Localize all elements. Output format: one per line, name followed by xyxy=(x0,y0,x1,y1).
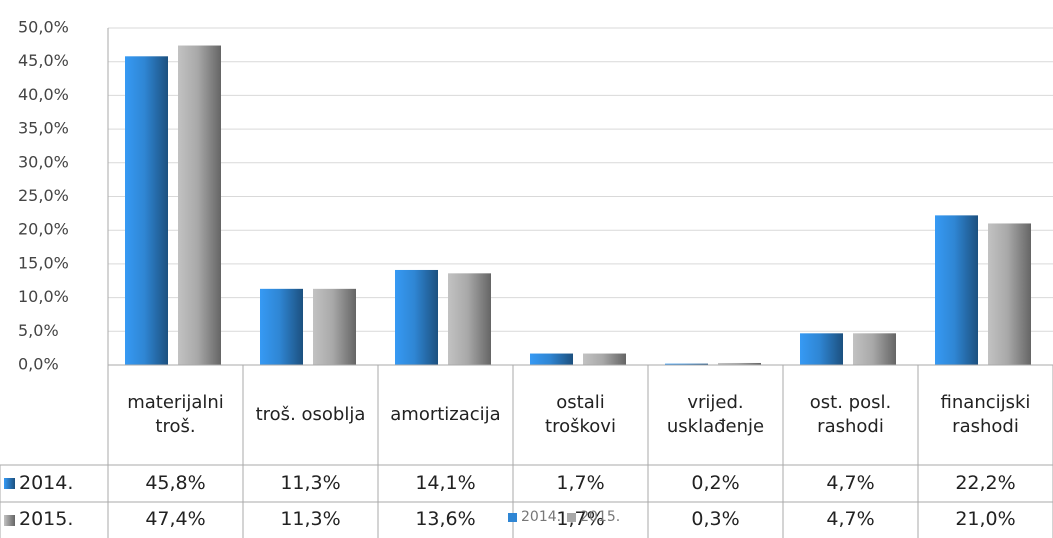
value-label: 1,7% xyxy=(556,471,605,494)
bar xyxy=(395,269,438,365)
y-tick-label: 30,0% xyxy=(18,152,69,171)
legend-label: 2015. xyxy=(19,508,74,531)
legend-swatch xyxy=(4,478,15,489)
value-label: 4,7% xyxy=(826,508,875,531)
value-label: 45,8% xyxy=(145,471,206,494)
bar xyxy=(800,333,843,365)
value-label: 21,0% xyxy=(955,508,1016,531)
bar xyxy=(313,288,356,365)
category-label: ostali troškovi xyxy=(545,391,616,437)
y-tick-label: 15,0% xyxy=(18,253,69,272)
y-tick-label: 5,0% xyxy=(18,321,59,340)
bar xyxy=(125,56,168,366)
y-tick-label: 25,0% xyxy=(18,186,69,205)
bar xyxy=(718,362,761,365)
y-tick-label: 10,0% xyxy=(18,287,69,306)
value-label: 0,3% xyxy=(691,508,740,531)
y-tick-label: 45,0% xyxy=(18,51,69,70)
value-label: 11,3% xyxy=(280,508,341,531)
bar xyxy=(853,333,896,365)
legend-label: 2014. xyxy=(521,509,562,525)
legend-entry: 2015. xyxy=(0,502,108,538)
bar xyxy=(665,363,708,365)
value-label: 47,4% xyxy=(145,508,206,531)
category-label: financijski rashodi xyxy=(940,391,1031,437)
bar xyxy=(583,353,626,365)
value-label: 13,6% xyxy=(415,508,476,531)
category-label: vrijed. usklađenje xyxy=(666,391,765,437)
value-label: 4,7% xyxy=(826,471,875,494)
category-label: materijalni troš. xyxy=(127,391,224,437)
bar xyxy=(178,45,221,366)
legend-swatch xyxy=(567,512,577,522)
bar xyxy=(935,215,978,365)
legend: 2014. 2015. xyxy=(508,509,620,525)
legend-label: 2014. xyxy=(19,471,74,494)
legend-entry: 2014. xyxy=(0,465,108,502)
y-tick-label: 0,0% xyxy=(18,355,59,374)
bar xyxy=(988,223,1031,365)
category-label: troš. osoblja xyxy=(255,403,366,425)
bar xyxy=(530,353,573,365)
value-label: 14,1% xyxy=(415,471,476,494)
bar xyxy=(448,273,491,365)
value-label: 22,2% xyxy=(955,471,1016,494)
category-label: amortizacija xyxy=(390,403,501,425)
bar xyxy=(260,288,303,365)
legend-label: 2015. xyxy=(580,509,621,525)
y-tick-label: 40,0% xyxy=(18,85,69,104)
value-label: 0,2% xyxy=(691,471,740,494)
value-label: 11,3% xyxy=(280,471,341,494)
legend-swatch xyxy=(4,514,15,526)
y-tick-label: 20,0% xyxy=(18,220,69,239)
category-label: ost. posl. rashodi xyxy=(809,391,892,437)
y-tick-label: 50,0% xyxy=(18,18,69,37)
legend-swatch xyxy=(508,512,517,522)
y-tick-label: 35,0% xyxy=(18,119,69,138)
